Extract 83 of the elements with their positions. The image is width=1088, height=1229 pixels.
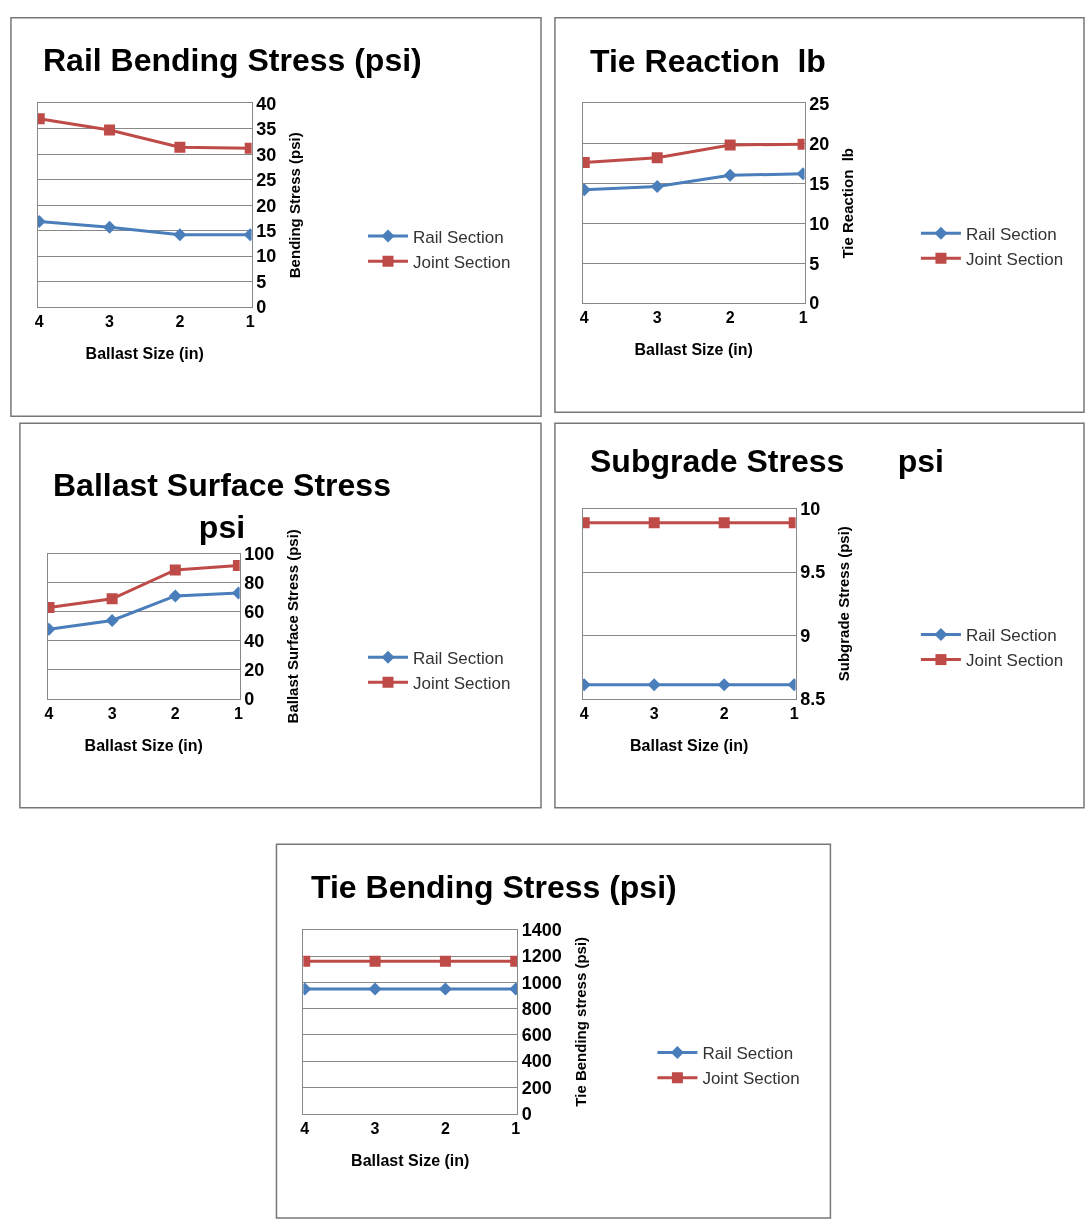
point (651, 152, 663, 164)
x-tick-label: 1 (789, 704, 799, 722)
y-axis-title: Ballast Surface Stress (psi) (284, 529, 302, 724)
x-axis-title: Ballast Size (in) (630, 736, 749, 754)
legend-label: Joint Section (702, 1069, 800, 1089)
y-tick-label: 40 (244, 631, 265, 652)
y-tick-label: 10 (256, 246, 277, 267)
x-tick-label: 4 (44, 704, 54, 722)
x-tick-label: 4 (34, 313, 44, 331)
x-tick-label: 2 (719, 704, 729, 722)
x-tick-label: 1 (511, 1119, 521, 1137)
y-tick-label: 35 (256, 119, 277, 140)
y-tick-label: 0 (521, 1104, 532, 1125)
legend-label: Rail Section (413, 227, 504, 247)
y-tick-label: 400 (521, 1051, 552, 1072)
x-axis-title: Ballast Size (in) (84, 736, 203, 754)
y-tick-label: 1200 (521, 946, 562, 967)
x-tick-label: 3 (105, 313, 115, 331)
x-tick-label: 4 (579, 309, 589, 327)
legend-label: Joint Section (413, 252, 511, 272)
x-tick-label: 1 (233, 704, 243, 722)
y-tick-label: 5 (256, 271, 267, 292)
x-tick-label: 3 (107, 704, 117, 722)
x-tick-label: 4 (300, 1119, 310, 1137)
x-tick-label: 2 (175, 313, 185, 331)
y-tick-label: 10 (809, 213, 830, 234)
y-tick-label: 0 (809, 293, 820, 314)
x-tick-label: 2 (440, 1119, 450, 1137)
y-tick-label: 20 (809, 133, 830, 154)
y-tick-label: 20 (244, 659, 265, 680)
x-tick-label: 1 (245, 313, 255, 331)
x-tick-label: 3 (652, 309, 662, 327)
y-tick-label: 15 (256, 221, 277, 242)
y-tick-label: 1400 (521, 920, 562, 941)
y-axis-title: Tie Reaction lb (839, 148, 857, 259)
x-tick-label: 2 (725, 309, 735, 327)
point (174, 141, 186, 153)
y-tick-label: 60 (244, 602, 265, 623)
x-tick-label: 4 (579, 704, 589, 722)
y-tick-label: 10 (800, 499, 821, 520)
x-tick-label: 3 (649, 704, 659, 722)
point (104, 124, 116, 136)
y-tick-label: 1000 (521, 972, 562, 993)
y-tick-label: 25 (809, 93, 830, 114)
point (169, 564, 181, 576)
y-axis-title: Bending Stress (psi) (286, 132, 304, 279)
legend-label: Joint Section (965, 249, 1064, 269)
y-axis-title: Subgrade Stress (psi) (835, 526, 853, 682)
x-tick-label: 2 (170, 704, 180, 722)
y-tick-label: 25 (256, 170, 277, 191)
legend-label: Joint Section (965, 651, 1064, 671)
y-tick-label: 9.5 (800, 562, 826, 583)
y-tick-label: 600 (521, 1025, 552, 1046)
chart-title: Subgrade Stress psi (590, 443, 944, 479)
y-axis-title: Tie Bending stress (psi) (571, 936, 589, 1107)
y-tick-label: 8.5 (800, 688, 826, 709)
y-tick-label: 20 (256, 195, 277, 216)
legend-label: Rail Section (965, 224, 1057, 244)
y-tick-label: 5 (809, 253, 820, 274)
point (724, 139, 736, 151)
y-tick-label: 40 (256, 93, 277, 114)
legend-label: Rail Section (702, 1044, 794, 1064)
chart-title: Tie Bending Stress (psi) (311, 869, 677, 905)
x-tick-label: 1 (798, 309, 808, 327)
y-tick-label: 200 (521, 1077, 552, 1098)
x-axis-title: Ballast Size (in) (351, 1151, 470, 1169)
y-tick-label: 15 (809, 173, 830, 194)
x-tick-label: 3 (370, 1119, 380, 1137)
y-tick-label: 0 (256, 297, 267, 318)
y-tick-label: 100 (244, 544, 275, 565)
chart-title: Tie Reaction lb (590, 43, 826, 79)
legend-label: Rail Section (413, 648, 504, 668)
x-axis-title: Ballast Size (in) (634, 341, 753, 359)
legend-label: Joint Section (413, 673, 511, 693)
x-axis-title: Ballast Size (in) (85, 344, 204, 362)
y-tick-label: 80 (244, 573, 265, 594)
y-tick-label: 9 (800, 625, 811, 646)
y-tick-label: 800 (521, 998, 552, 1019)
legend-label: Rail Section (965, 626, 1057, 646)
chart-title: Rail Bending Stress (psi) (43, 42, 422, 78)
point (106, 593, 118, 605)
y-tick-label: 0 (244, 688, 255, 709)
y-tick-label: 30 (256, 144, 277, 165)
